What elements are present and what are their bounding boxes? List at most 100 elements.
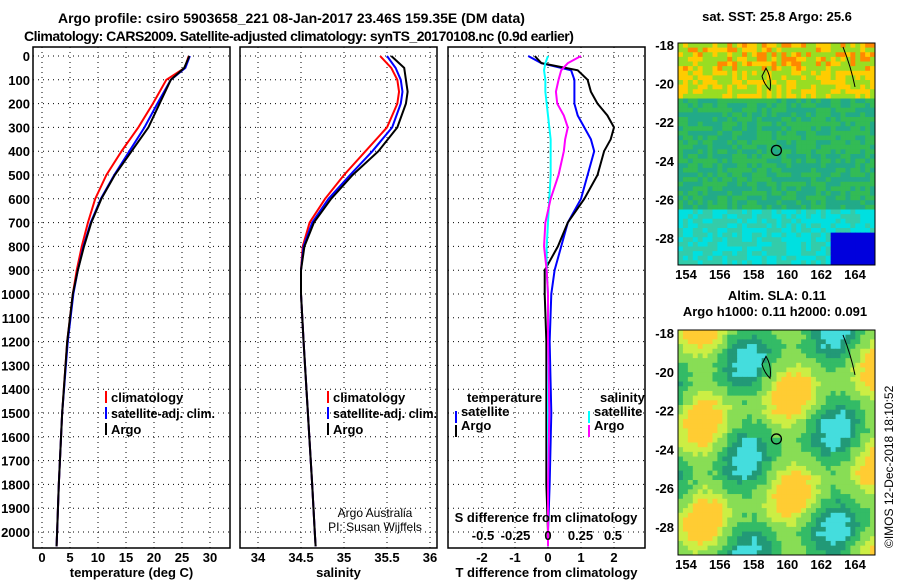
map-cell — [742, 223, 748, 229]
map-cell — [682, 135, 689, 141]
map-cell — [840, 381, 846, 387]
map-cell — [771, 381, 777, 387]
map-cell — [776, 195, 782, 201]
map-cell — [810, 550, 817, 556]
map-cell — [786, 149, 792, 155]
map-cell — [786, 209, 792, 215]
map-cell — [756, 260, 763, 266]
map-cell — [825, 214, 832, 220]
map-cell — [766, 437, 773, 443]
x-tick-label: 1 — [577, 550, 584, 565]
map-cell — [796, 339, 802, 345]
map-cell — [722, 386, 728, 392]
map-cell — [810, 204, 817, 210]
map-cell — [801, 344, 807, 350]
map-cell — [732, 540, 738, 547]
map-cell — [687, 195, 694, 201]
map-cell — [732, 395, 738, 401]
map-cell — [702, 107, 709, 113]
map-cell — [682, 480, 689, 486]
map-cell — [840, 503, 846, 509]
map-cell — [707, 117, 713, 123]
map-cell — [746, 218, 753, 224]
map-cell — [687, 437, 694, 443]
map-cell — [820, 209, 827, 215]
map-cell — [766, 400, 773, 406]
y-tick-label: 1400 — [1, 382, 30, 397]
map-cell — [742, 414, 748, 420]
map-cell — [776, 512, 782, 518]
coastline-new-caledonia — [761, 334, 856, 380]
map-cell — [840, 130, 846, 136]
map-cell — [801, 400, 807, 406]
map-cell — [771, 526, 777, 533]
map-cell — [865, 47, 871, 53]
map-cell — [761, 66, 768, 72]
legend-heading: temperature — [467, 390, 542, 405]
map-cell — [687, 470, 694, 476]
map-cell — [702, 98, 709, 104]
map-cell — [687, 112, 694, 118]
map-cell — [796, 117, 802, 123]
map-cell — [845, 93, 851, 99]
map-cell — [702, 47, 709, 53]
map-cell — [761, 540, 768, 547]
map-cell — [692, 419, 699, 425]
map-cell — [855, 456, 861, 462]
map-cell — [746, 405, 753, 411]
map-cell — [692, 195, 699, 201]
map-cell — [855, 103, 861, 109]
map-cell — [746, 344, 753, 350]
map-cell — [786, 47, 792, 53]
map-cell — [806, 75, 812, 81]
map-cell — [742, 390, 748, 397]
map-cell — [845, 409, 851, 415]
map-cell — [751, 70, 758, 76]
map-cell — [860, 107, 866, 113]
map-cell — [727, 232, 733, 238]
map-cell — [751, 451, 758, 458]
map-cell — [845, 386, 851, 392]
map-cell — [840, 358, 846, 364]
map-cell — [845, 121, 851, 127]
map-cell — [702, 149, 709, 155]
map-cell — [732, 330, 738, 336]
map-cell — [697, 362, 704, 368]
map-cell — [810, 353, 817, 359]
map-cell — [870, 93, 876, 99]
map-cell — [835, 251, 842, 257]
map-cell — [840, 386, 846, 392]
map-cell — [870, 84, 876, 90]
map-cell — [722, 330, 728, 336]
map-cell — [796, 433, 802, 439]
map-cell — [692, 531, 699, 537]
map-cell — [771, 475, 777, 481]
map-cell — [791, 154, 797, 160]
map-cell — [820, 508, 827, 514]
map-cell — [771, 531, 777, 537]
map-cell — [810, 419, 817, 425]
map-cell — [806, 339, 812, 345]
map-cell — [771, 218, 777, 224]
map-cell — [781, 191, 787, 197]
map-cell — [815, 494, 822, 500]
map-cell — [815, 400, 822, 406]
legend-label: Argo — [333, 422, 363, 437]
map-cell — [687, 251, 694, 257]
map-cell — [732, 84, 738, 90]
map-cell — [742, 117, 748, 123]
map-cell — [678, 43, 684, 49]
map-cell — [825, 140, 832, 146]
map-cell — [791, 112, 797, 118]
map-cell — [815, 70, 822, 76]
map-cell — [742, 75, 748, 81]
map-cell — [870, 451, 876, 458]
map-cell — [815, 43, 822, 49]
map-cell — [692, 353, 699, 359]
map-cell — [732, 517, 738, 523]
map-cell — [766, 84, 773, 90]
map-cell — [727, 89, 733, 95]
map-cell — [761, 522, 768, 528]
map-cell — [781, 512, 787, 518]
map-cell — [712, 381, 718, 387]
